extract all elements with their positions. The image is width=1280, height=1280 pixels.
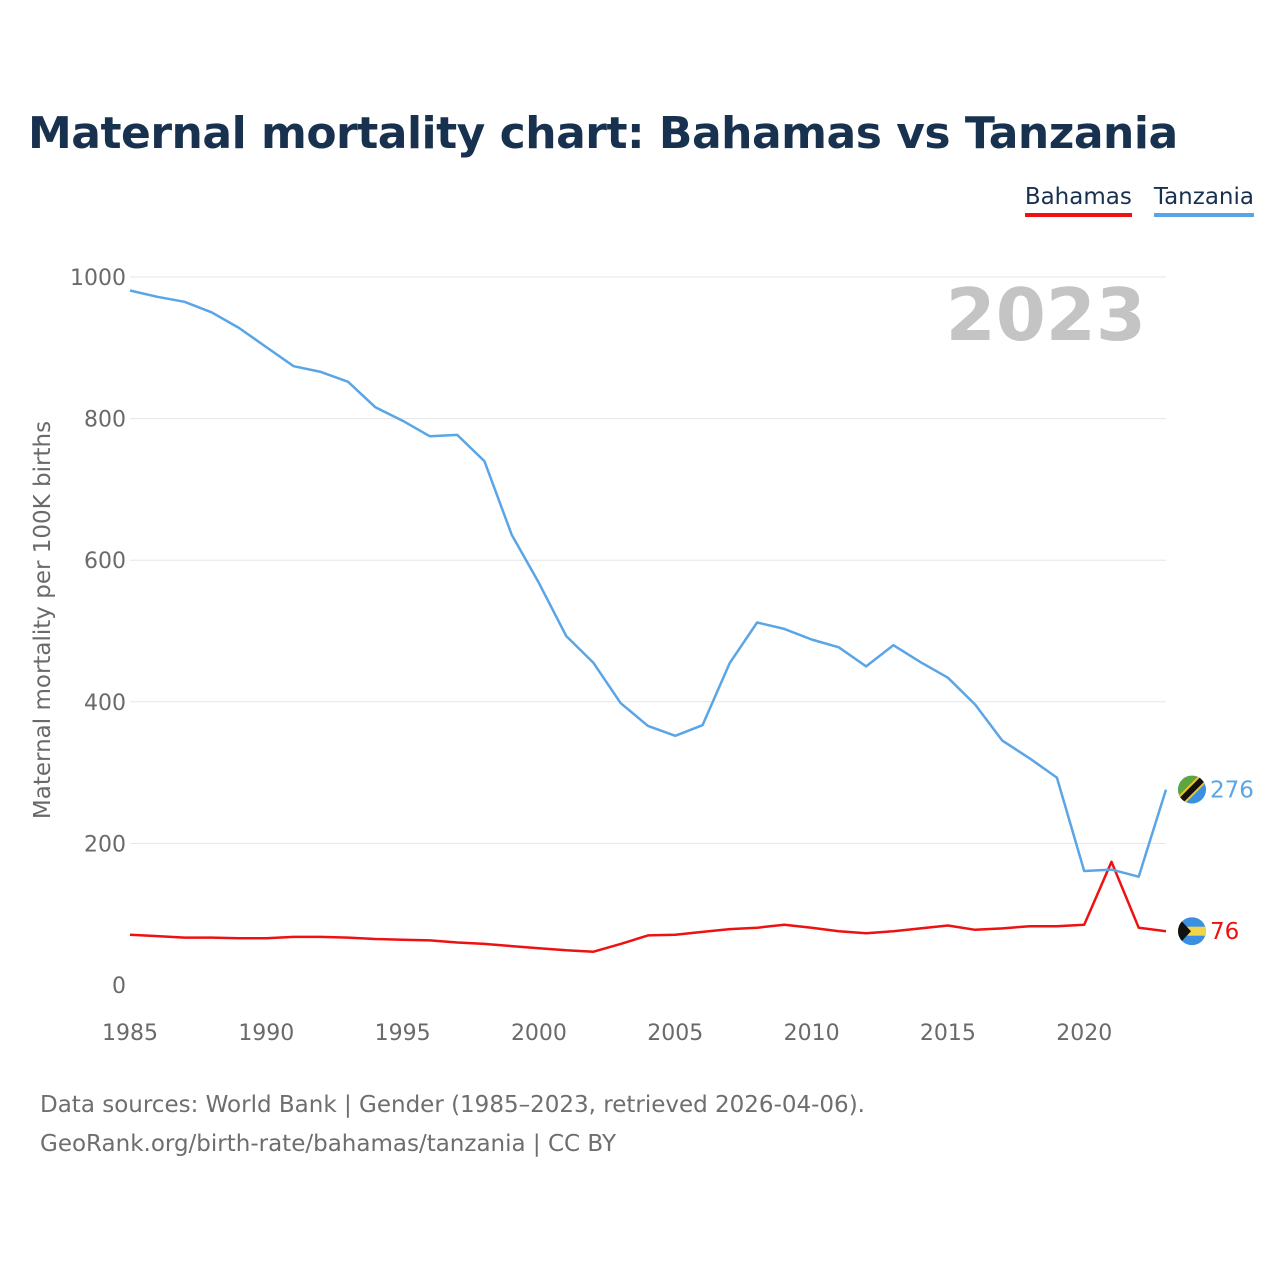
- y-axis-label: Maternal mortality per 100K births: [30, 421, 56, 819]
- chart-title: Maternal mortality chart: Bahamas vs Tan…: [28, 108, 1178, 159]
- end-label-tanzania: 276: [1210, 778, 1254, 804]
- x-tick-2000: 2000: [511, 1021, 567, 1046]
- x-tick-2015: 2015: [920, 1021, 976, 1046]
- y-tick-1000: 1000: [70, 266, 126, 291]
- footer: Data sources: World Bank | Gender (1985–…: [40, 1086, 865, 1164]
- y-tick-600: 600: [84, 549, 126, 574]
- x-axis-ticks: 1985 1990 1995 2000 2005 2010 2015 2020: [102, 1021, 1112, 1046]
- end-label-bahamas: 76: [1210, 919, 1239, 945]
- y-tick-400: 400: [84, 691, 126, 716]
- x-tick-1995: 1995: [375, 1021, 431, 1046]
- grid-lines: [130, 276, 1166, 844]
- source-url[interactable]: GeoRank.org/birth-rate/bahamas/tanzania …: [40, 1131, 616, 1157]
- data-source-note: Data sources: World Bank | Gender (1985–…: [40, 1092, 865, 1118]
- x-tick-1985: 1985: [102, 1021, 158, 1046]
- year-badge: 2023: [946, 273, 1146, 357]
- y-tick-200: 200: [84, 832, 126, 857]
- x-tick-2020: 2020: [1056, 1021, 1112, 1046]
- x-tick-1990: 1990: [238, 1021, 294, 1046]
- y-tick-0: 0: [112, 974, 126, 999]
- y-axis-ticks: 0 200 400 600 800 1000: [70, 266, 126, 999]
- legend-item-bahamas[interactable]: Bahamas: [1024, 184, 1132, 217]
- x-tick-2010: 2010: [784, 1021, 840, 1046]
- tanzania-flag-icon: [1178, 775, 1206, 804]
- y-tick-800: 800: [84, 408, 126, 433]
- series-line-tanzania[interactable]: [129, 289, 1168, 878]
- bahamas-flag-icon: [1178, 917, 1206, 946]
- legend-item-tanzania[interactable]: Tanzania: [1153, 184, 1254, 217]
- legend: Bahamas Tanzania: [1024, 184, 1254, 217]
- series-group: [129, 289, 1168, 953]
- series-end-markers: 76 276: [1178, 775, 1254, 946]
- x-tick-2005: 2005: [647, 1021, 703, 1046]
- series-line-bahamas[interactable]: [129, 860, 1167, 953]
